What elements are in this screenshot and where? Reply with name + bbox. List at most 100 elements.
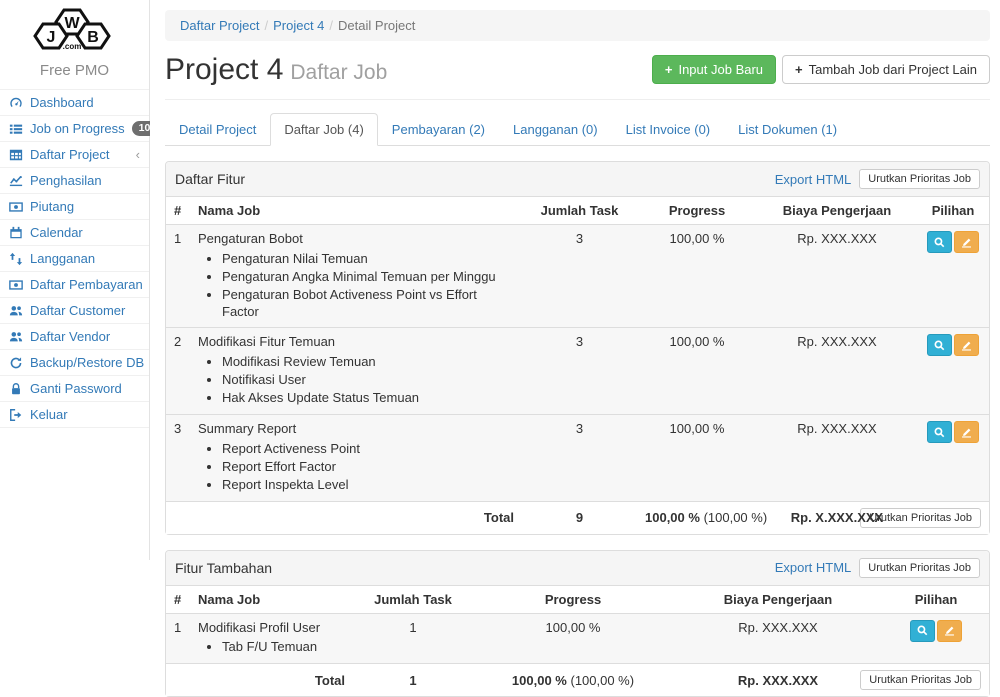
search-icon: [916, 624, 929, 637]
input-job-baru-button[interactable]: + Input Job Baru: [651, 55, 777, 84]
col-jumlah-task: Jumlah Task: [353, 585, 473, 614]
job-name: Summary Report: [198, 421, 297, 437]
sidebar-item-label: Ganti Password: [30, 381, 122, 396]
subtask-item: Notifikasi User: [222, 372, 514, 389]
breadcrumb-link-daftar-project[interactable]: Daftar Project: [180, 18, 260, 33]
subtask-item: Tab F/U Temuan: [222, 639, 345, 656]
sidebar-item-job-on-progress[interactable]: Job on Progress 10: [0, 115, 158, 141]
progress-value: 100,00 %: [473, 613, 673, 665]
edit-icon: [960, 236, 973, 249]
subtask-item: Pengaturan Bobot Activeness Point vs Eff…: [222, 287, 514, 321]
subtask-item: Report Inspekta Level: [222, 477, 514, 494]
urutkan-prioritas-job-button[interactable]: Urutkan Prioritas Job: [860, 507, 981, 528]
sidebar-item-daftar-vendor[interactable]: Daftar Vendor: [0, 323, 149, 349]
sidebar-item-label: Daftar Customer: [30, 303, 126, 318]
task-count: 3: [522, 224, 637, 329]
tambah-job-dari-project-lain-button[interactable]: + Tambah Job dari Project Lain: [782, 55, 990, 84]
col-progress: Progress: [473, 585, 673, 614]
subtask-item: Pengaturan Nilai Temuan: [222, 251, 514, 268]
view-job-button[interactable]: [927, 421, 952, 444]
sidebar-item-label: Daftar Pembayaran: [30, 277, 143, 292]
tab-list-dokumen[interactable]: List Dokumen (1): [738, 122, 838, 137]
tab-daftar-job[interactable]: Daftar Job (4): [270, 113, 378, 146]
sidebar-item-label: Daftar Project: [30, 147, 110, 162]
edit-job-button[interactable]: [937, 619, 962, 642]
sidebar-item-ganti-password[interactable]: Ganti Password: [0, 375, 149, 401]
edit-job-button[interactable]: [954, 421, 979, 444]
sidebar-item-label: Piutang: [30, 199, 75, 214]
urutkan-prioritas-job-button[interactable]: Urutkan Prioritas Job: [859, 169, 980, 189]
total-actions: Urutkan Prioritas Job: [860, 663, 989, 697]
fitur-tambahan-table: # Nama Job Jumlah Task Progress Biaya Pe…: [166, 585, 989, 697]
sidebar-item-backup-restore-db[interactable]: Backup/Restore DB: [0, 349, 149, 375]
calendar-icon: [9, 226, 23, 240]
subtask-item: Modifikasi Review Temuan: [222, 354, 514, 371]
edit-icon: [943, 624, 956, 637]
svg-text:B: B: [87, 29, 99, 46]
row-actions: [917, 327, 989, 416]
refresh-icon: [9, 356, 23, 370]
col-biaya-pengerjaan: Biaya Pengerjaan: [757, 197, 917, 225]
col-pilihan: Pilihan: [917, 197, 989, 225]
money-icon: [9, 200, 23, 214]
job-name: Modifikasi Profil User: [198, 619, 321, 635]
panel-heading: Fitur Tambahan Export HTML Urutkan Prior…: [166, 550, 989, 586]
col-progress: Progress: [637, 197, 757, 225]
table-row: 1 Modifikasi Profil User Tab F/U Temuan …: [166, 613, 989, 665]
edit-job-button[interactable]: [954, 334, 979, 357]
sidebar-item-dashboard[interactable]: Dashboard: [0, 89, 149, 115]
view-job-button[interactable]: [927, 231, 952, 253]
table-total-row: Total 1 100,00 % (100,00 %) Rp. XXX.XXX …: [166, 663, 989, 697]
button-label: Input Job Baru: [678, 62, 764, 77]
table-row: 3 Summary Report Report Activeness Point…: [166, 414, 989, 502]
sidebar-item-label: Langganan: [30, 251, 96, 266]
sidebar-item-label: Keluar: [30, 407, 68, 422]
button-label: Tambah Job dari Project Lain: [808, 62, 977, 77]
sidebar-item-penghasilan[interactable]: Penghasilan: [0, 167, 149, 193]
users-icon: [9, 330, 23, 344]
export-html-link[interactable]: Export HTML: [774, 560, 852, 576]
total-cost: Rp. XXX.XXX: [673, 663, 883, 697]
sidebar-item-calendar[interactable]: Calendar: [0, 219, 149, 245]
job-name-cell: Modifikasi Profil User Tab F/U Temuan: [190, 613, 353, 665]
tab-list-invoice[interactable]: List Invoice (0): [625, 122, 711, 137]
sidebar-item-piutang[interactable]: Piutang: [0, 193, 149, 219]
breadcrumb: Daftar Project / Project 4 / Detail Project: [165, 10, 990, 41]
sidebar-item-label: Backup/Restore DB: [30, 355, 145, 370]
tab-detail-project[interactable]: Detail Project: [179, 122, 257, 137]
edit-icon: [960, 426, 973, 439]
cost-value: Rp. XXX.XXX: [757, 414, 917, 502]
sidebar-item-daftar-pembayaran[interactable]: Daftar Pembayaran: [0, 271, 149, 297]
view-job-button[interactable]: [910, 619, 935, 642]
sidebar-item-daftar-customer[interactable]: Daftar Customer: [0, 297, 149, 323]
logo-letter-w: W: [64, 15, 80, 32]
sidebar-item-langganan[interactable]: Langganan: [0, 245, 149, 271]
sidebar-item-daftar-project[interactable]: Daftar Project ‹: [0, 141, 149, 167]
view-job-button[interactable]: [927, 334, 952, 357]
daftar-fitur-table: # Nama Job Jumlah Task Progress Biaya Pe…: [166, 197, 989, 534]
total-label: Total: [190, 663, 353, 697]
sidebar-item-keluar[interactable]: Keluar: [0, 401, 149, 428]
export-html-link[interactable]: Export HTML: [774, 171, 852, 187]
breadcrumb-link-project-4[interactable]: Project 4: [273, 18, 325, 33]
row-actions: [917, 414, 989, 502]
progress-value: 100,00 %: [637, 327, 757, 416]
job-name-cell: Pengaturan Bobot Pengaturan Nilai Temuan…: [190, 224, 522, 329]
tab-langganan[interactable]: Langganan (0): [513, 122, 598, 137]
lock-icon: [9, 382, 23, 396]
jwb-logo-icon: W J B .com: [32, 8, 111, 51]
col-biaya-pengerjaan: Biaya Pengerjaan: [673, 585, 883, 614]
urutkan-prioritas-job-button[interactable]: Urutkan Prioritas Job: [860, 670, 981, 691]
chart-line-icon: [9, 174, 23, 188]
sidebar-item-label: Job on Progress: [30, 121, 125, 136]
urutkan-prioritas-job-button[interactable]: Urutkan Prioritas Job: [859, 557, 980, 578]
col-nama-job: Nama Job: [190, 585, 353, 614]
edit-job-button[interactable]: [954, 231, 979, 253]
subtask-item: Report Activeness Point: [222, 441, 514, 458]
breadcrumb-current: Detail Project: [338, 18, 416, 33]
tab-pembayaran[interactable]: Pembayaran (2): [391, 122, 486, 137]
cost-value: Rp. XXX.XXX: [757, 224, 917, 329]
brand-name: Free PMO: [39, 62, 110, 79]
sidebar-menu: Dashboard Job on Progress 10 Daftar Proj…: [0, 89, 158, 428]
subtask-item: Pengaturan Angka Minimal Temuan per Ming…: [222, 269, 514, 286]
